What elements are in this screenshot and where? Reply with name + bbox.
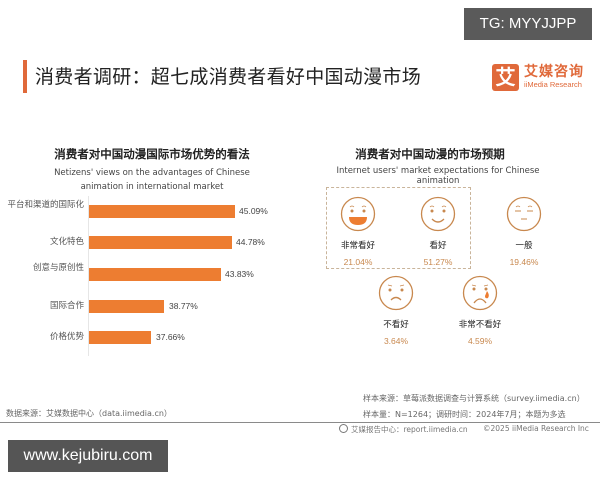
bar: [89, 300, 164, 313]
bar-value: 45.09%: [239, 206, 268, 216]
bar: [89, 205, 235, 218]
expectation-label: 不看好: [383, 320, 409, 330]
sad-face-icon: [378, 275, 414, 311]
watermark-bottom: www.kejubiru.com: [8, 440, 168, 472]
copyright: ©2025 iiMedia Research Inc: [483, 424, 589, 433]
expectation-value: 4.59%: [467, 336, 493, 346]
right-chart-title: 消费者对中国动漫的市场预期: [355, 147, 505, 161]
expectation-label: 非常不看好: [458, 320, 502, 330]
bar-label: 平台和渠道的国际化: [7, 200, 84, 210]
smile-face-icon: [420, 196, 456, 232]
bar-label: 文化特色: [49, 237, 84, 247]
expectation-item: 一般 19.46%: [494, 196, 554, 267]
expectation-label: 一般: [515, 241, 533, 251]
crying-face-icon: [462, 275, 498, 311]
neutral-face-icon: [506, 196, 542, 232]
bar-value: 43.83%: [225, 269, 254, 279]
left-chart-subtitle-line2: animation in international market: [80, 182, 224, 192]
title-accent-bar: [23, 60, 27, 93]
expectation-value: 19.46%: [509, 257, 539, 267]
y-axis-line: [88, 196, 89, 356]
logo-cn-text: 艾媒咨询: [524, 64, 584, 80]
expectation-value: 51.27%: [423, 257, 453, 267]
logo-en-text: iiMedia Research: [524, 80, 582, 89]
expectation-item: 非常不看好 4.59%: [450, 275, 510, 346]
bar-label: 创意与原创性: [32, 263, 84, 273]
expectation-item: 不看好 3.64%: [366, 275, 426, 346]
left-chart-subtitle-line1: Netizens' views on the advantages of Chi…: [54, 168, 250, 178]
watermark-top: TG: MYYJJPP: [464, 8, 592, 40]
left-chart-title: 消费者对中国动漫国际市场优势的看法: [54, 147, 250, 161]
logo-icon: 艾: [492, 64, 519, 91]
footer-divider: [0, 422, 600, 423]
expectation-item: 看好 51.27%: [408, 196, 468, 267]
report-center-icon: [339, 424, 348, 433]
bar: [89, 331, 151, 344]
expectation-label: 看好: [429, 241, 447, 251]
right-chart-subtitle: Internet users' market expectations for …: [336, 166, 540, 186]
bar: [89, 268, 221, 281]
bar-value: 38.77%: [169, 301, 198, 311]
expectation-value: 21.04%: [343, 257, 373, 267]
expectation-label: 非常看好: [340, 241, 375, 251]
bar-value: 44.78%: [236, 237, 265, 247]
sample-info: 样本量：N=1264；调研时间：2024年7月；本题为多选: [363, 410, 566, 419]
very-happy-face-icon: [340, 196, 376, 232]
bar-label: 价格优势: [49, 332, 84, 342]
expectation-value: 3.64%: [383, 336, 409, 346]
positive-group-box: [326, 187, 471, 269]
report-center-link[interactable]: 艾媒报告中心：report.iimedia.cn: [351, 425, 468, 434]
left-chart-subtitle: Netizens' views on the advantages of Chi…: [40, 166, 264, 194]
bar: [89, 236, 232, 249]
imedia-logo: 艾 艾媒咨询 iiMedia Research: [492, 61, 592, 97]
bar-value: 37.66%: [156, 332, 185, 342]
page-title: 消费者调研：超七成消费者看好中国动漫市场: [35, 66, 422, 88]
bar-label: 国际合作: [49, 301, 84, 311]
sample-source: 样本来源：草莓派数据调查与计算系统（survey.iimedia.cn）: [363, 394, 585, 403]
expectation-item: 非常看好 21.04%: [328, 196, 388, 267]
data-source: 数据来源：艾媒数据中心（data.iimedia.cn）: [6, 409, 172, 418]
